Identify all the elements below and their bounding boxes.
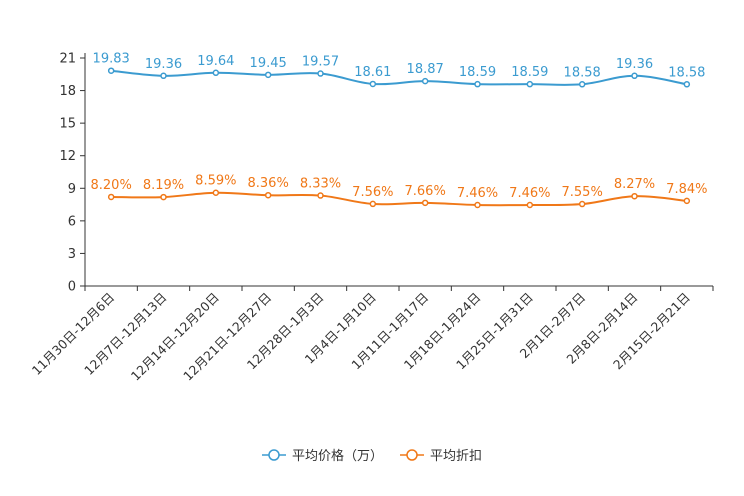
data-point[interactable]: [264, 71, 272, 79]
data-label: 8.19%: [143, 178, 184, 193]
data-label: 8.36%: [248, 176, 289, 191]
y-tick-label: 18: [59, 84, 76, 99]
data-label: 19.83: [93, 52, 130, 67]
data-point[interactable]: [317, 192, 324, 199]
x-tick-label: 12月14日-12月20日: [128, 290, 222, 384]
data-label: 7.46%: [457, 186, 498, 201]
y-tick-label: 3: [68, 247, 76, 262]
series-line: [111, 191, 687, 207]
data-label: 8.20%: [91, 178, 132, 193]
data-point[interactable]: [421, 77, 429, 85]
data-point[interactable]: [107, 67, 115, 74]
y-tick-label: 15: [59, 117, 76, 132]
data-point[interactable]: [264, 191, 272, 199]
data-point[interactable]: [212, 69, 220, 77]
data-label: 18.61: [354, 65, 391, 80]
data-point[interactable]: [631, 192, 638, 200]
data-label: 18.58: [564, 65, 601, 80]
legend-marker-icon: [268, 449, 280, 461]
y-tick-label: 0: [68, 280, 76, 295]
data-point[interactable]: [474, 201, 481, 209]
data-point[interactable]: [160, 72, 167, 80]
data-point[interactable]: [369, 200, 377, 208]
y-tick-label: 21: [59, 52, 76, 67]
data-label: 7.46%: [509, 186, 550, 201]
x-tick-label: 12月21日-12月27日: [180, 290, 274, 384]
x-axis-ticks: 11月30日-12月6日12月7日-12月13日12月14日-12月20日12月…: [29, 286, 714, 384]
data-label: 19.36: [145, 57, 182, 72]
legend[interactable]: 平均价格（万） 平均折扣: [262, 448, 482, 464]
y-axis-ticks: 0 3 6 9 12 15 18 21: [59, 52, 85, 295]
data-point[interactable]: [107, 193, 115, 201]
data-label: 18.87: [407, 62, 444, 77]
data-point[interactable]: [683, 81, 691, 88]
legend-marker-icon: [406, 449, 418, 461]
data-label: 18.59: [511, 65, 548, 80]
series-1: 8.20% 8.19% 8.59% 8.36% 8.33% 7.56% 7.66% 7.46%…: [91, 174, 707, 209]
y-tick-label: 6: [68, 214, 76, 229]
data-label: 8.33%: [300, 177, 341, 192]
data-label: 18.58: [668, 65, 705, 80]
data-label: 7.55%: [562, 185, 603, 200]
data-point[interactable]: [526, 201, 534, 209]
data-point[interactable]: [369, 80, 377, 88]
data-label: 19.64: [197, 54, 234, 69]
axes: [84, 53, 713, 287]
data-label: 8.27%: [614, 177, 655, 192]
series-group: 19.83 19.36 19.64 19.45 19.57 18.61 18.87 18.59…: [91, 52, 707, 209]
data-point[interactable]: [212, 189, 220, 196]
series-0: 19.83 19.36 19.64 19.45 19.57 18.61 18.87 18.59…: [93, 52, 705, 88]
data-point[interactable]: [317, 70, 324, 77]
data-point[interactable]: [421, 199, 429, 207]
data-point[interactable]: [474, 80, 481, 88]
series-line: [111, 69, 687, 86]
legend-item-0[interactable]: 平均价格（万）: [262, 448, 383, 464]
data-label: 7.66%: [405, 184, 446, 199]
legend-item-1[interactable]: 平均折扣: [400, 449, 482, 464]
data-point[interactable]: [578, 200, 586, 208]
data-label: 19.36: [616, 57, 653, 72]
data-label: 19.57: [302, 55, 339, 70]
data-point[interactable]: [160, 193, 167, 201]
data-point[interactable]: [631, 72, 638, 80]
data-label: 8.59%: [195, 174, 236, 189]
data-point[interactable]: [578, 81, 586, 88]
data-label: 18.59: [459, 65, 496, 80]
legend-label: 平均价格（万）: [292, 448, 383, 464]
data-point[interactable]: [683, 197, 691, 205]
y-tick-label: 12: [59, 149, 76, 164]
legend-label: 平均折扣: [430, 449, 482, 464]
y-tick-label: 9: [68, 182, 76, 197]
data-label: 19.45: [250, 56, 287, 71]
data-label: 7.84%: [666, 182, 707, 197]
data-label: 7.56%: [352, 185, 393, 200]
data-point[interactable]: [526, 80, 534, 88]
